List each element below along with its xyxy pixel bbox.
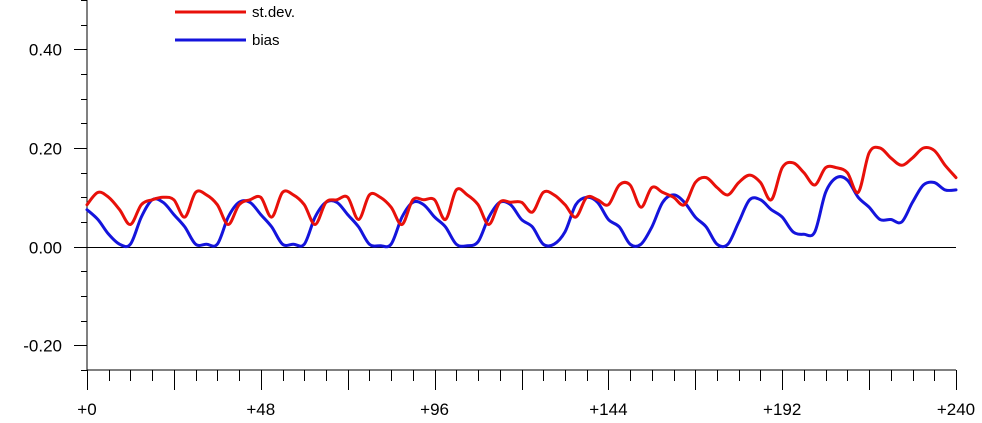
x-tick-label: +192 [763, 400, 801, 419]
legend: st.dev. bias [175, 4, 295, 49]
x-tick-label: +144 [589, 400, 627, 419]
x-tick-label: +240 [937, 400, 975, 419]
axes: 0.40 0.20 0.00 -0.20 +0 +48 +96 +144 +192 +240 [23, 0, 975, 419]
y-tick-label: -0.20 [23, 337, 62, 356]
x-tick-label: +0 [77, 400, 96, 419]
y-tick-label: 0.40 [29, 41, 62, 60]
series-line-bias [85, 175, 958, 249]
series-line-st-dev [85, 145, 958, 226]
series-lines [85, 145, 958, 249]
x-tick-label: +96 [420, 400, 449, 419]
legend-label-st-dev: st.dev. [252, 4, 295, 21]
y-tick-label: 0.00 [29, 239, 62, 258]
x-tick-label: +48 [246, 400, 275, 419]
y-tick-label: 0.20 [29, 140, 62, 159]
legend-label-bias: bias [252, 32, 280, 49]
